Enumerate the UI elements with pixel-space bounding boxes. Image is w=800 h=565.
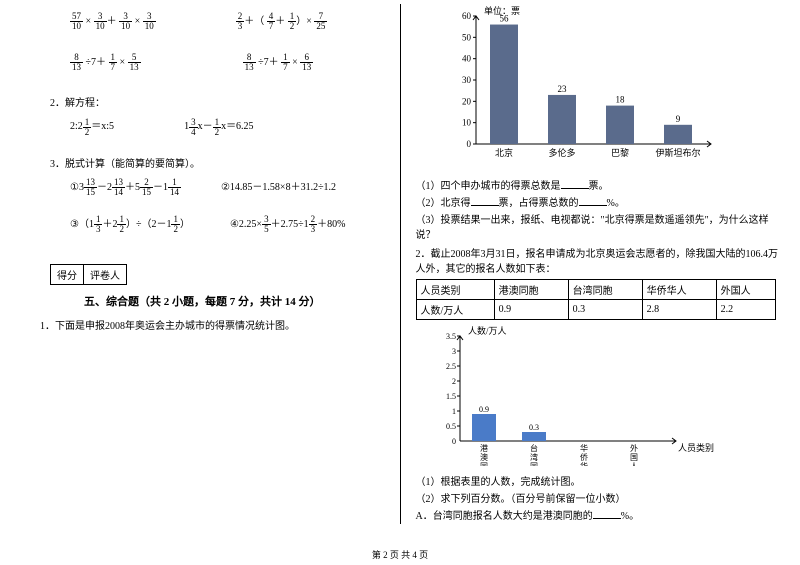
q1-text: 1．下面是申报2008年奥运会主办城市的得票情况统计图。 [40, 317, 385, 332]
q2-1: （1）根据表里的人数，完成统计图。 [416, 473, 781, 488]
svg-text:20: 20 [462, 96, 472, 106]
svg-text:50: 50 [462, 32, 472, 42]
svg-text:60: 60 [462, 11, 472, 21]
svg-text:0: 0 [452, 437, 456, 446]
q1-2: （2）北京得票，占得票总数的%。 [416, 194, 781, 209]
eq-1: 2:212＝x:5 [70, 117, 114, 136]
svg-text:0.5: 0.5 [446, 422, 456, 431]
svg-text:澳: 澳 [480, 452, 488, 462]
data-table: 人员类别 港澳同胞 台湾同胞 华侨华人 外国人 人数/万人 0.9 0.3 2.… [416, 279, 776, 320]
svg-text:18: 18 [615, 95, 625, 105]
svg-text:华: 华 [580, 443, 588, 453]
expr-1a: 5710 × 310＋ 310 × 310 [70, 12, 156, 31]
page-footer: 第 2 页 共 4 页 [0, 548, 800, 561]
svg-text:9: 9 [675, 114, 680, 124]
svg-text:1.5: 1.5 [446, 392, 456, 401]
expr-row-1: 5710 × 310＋ 310 × 310 23＋（ 47＋ 12）× 725 [70, 12, 385, 31]
svg-text:0.3: 0.3 [529, 423, 539, 432]
svg-text:人数/万人: 人数/万人 [468, 326, 507, 336]
svg-text:23: 23 [557, 84, 567, 94]
chart-2: 人数/万人0.511.522.533.500.9港澳同胞0.3台湾同胞华侨华人外… [426, 326, 781, 469]
svg-text:同: 同 [530, 462, 538, 466]
expr-2a: 813 ÷7＋ 17 × 513 [70, 53, 141, 72]
calc-3: ③（113＋212）÷（2－112） [70, 215, 190, 234]
section-5-title: 五、综合题（共 2 小题，每题 7 分，共计 14 分） [20, 293, 385, 309]
left-column: 5710 × 310＋ 310 × 310 23＋（ 47＋ 12）× 725 … [20, 4, 401, 524]
svg-text:0.9: 0.9 [479, 405, 489, 414]
section-3-title: 3．脱式计算（能简算的要简算）。 [50, 155, 385, 170]
svg-text:华: 华 [580, 461, 588, 466]
q2-2: （2）求下列百分数。（百分号前保留一位小数） [416, 490, 781, 505]
svg-text:0: 0 [466, 139, 471, 149]
svg-text:同: 同 [480, 462, 488, 466]
svg-text:30: 30 [462, 75, 472, 85]
svg-text:外: 外 [630, 443, 638, 453]
calc-row-1: ①31315－21314＋5215－1114 ②14.85－1.58×8＋31.… [70, 178, 385, 197]
expr-row-2: 813 ÷7＋ 17 × 513 813 ÷7＋ 17 × 613 [70, 53, 385, 72]
svg-text:港: 港 [480, 443, 488, 453]
svg-text:1: 1 [452, 407, 456, 416]
section-2-title: 2．解方程： [50, 94, 385, 109]
eq-row: 2:212＝x:5 134x－12x＝6.25 [70, 117, 385, 136]
svg-text:侨: 侨 [580, 452, 588, 462]
grader-label: 评卷人 [84, 265, 126, 284]
eq-2: 134x－12x＝6.25 [184, 117, 254, 136]
svg-text:多伦多: 多伦多 [548, 147, 575, 158]
svg-text:3.5: 3.5 [446, 332, 456, 341]
calc-4: ④2.25×35＋2.75÷123＋80% [230, 215, 345, 234]
svg-text:56: 56 [499, 14, 509, 24]
expr-2b: 813 ÷7＋ 17 × 613 [243, 53, 314, 72]
q1-1: （1）四个申办城市的得票总数是票。 [416, 177, 781, 192]
svg-text:人员类别: 人员类别 [678, 442, 714, 453]
svg-text:10: 10 [462, 118, 472, 128]
calc-1: ①31315－21314＋5215－1114 [70, 178, 181, 197]
svg-text:伊斯坦布尔: 伊斯坦布尔 [655, 147, 700, 158]
q2-text: 2．截止2008年3月31日，报名申请成为北京奥运会志愿者的，除我国大陆的106… [416, 245, 781, 275]
svg-text:人: 人 [630, 462, 638, 466]
calc-row-2: ③（113＋212）÷（2－112） ④2.25×35＋2.75÷123＋80% [70, 215, 385, 234]
score-box: 得分 评卷人 [50, 264, 127, 285]
svg-text:40: 40 [462, 54, 472, 64]
expr-1b: 23＋（ 47＋ 12）× 725 [236, 12, 328, 31]
table-row: 人员类别 港澳同胞 台湾同胞 华侨华人 外国人 [416, 280, 775, 300]
table-row: 人数/万人 0.9 0.3 2.8 2.2 [416, 300, 775, 320]
svg-text:北京: 北京 [494, 147, 512, 158]
svg-text:国: 国 [630, 453, 638, 462]
svg-text:台: 台 [530, 443, 538, 453]
chart-1: 单位：票010203040506056北京23多伦多18巴黎9伊斯坦布尔 [446, 4, 781, 169]
calc-2: ②14.85－1.58×8＋31.2÷1.2 [221, 178, 336, 197]
q1-3: （3）投票结果一出来，报纸、电视都说："北京得票是数遥遥领先"，为什么这样说？ [416, 211, 781, 241]
svg-text:2.5: 2.5 [446, 362, 456, 371]
svg-text:湾: 湾 [530, 452, 538, 462]
score-label: 得分 [51, 265, 84, 284]
right-column: 单位：票010203040506056北京23多伦多18巴黎9伊斯坦布尔 （1）… [411, 4, 781, 524]
q2-3: A．台湾同胞报名人数大约是港澳同胞的%。 [416, 507, 781, 522]
svg-text:巴黎: 巴黎 [610, 147, 628, 158]
svg-text:3: 3 [452, 347, 456, 356]
svg-text:2: 2 [452, 377, 456, 386]
